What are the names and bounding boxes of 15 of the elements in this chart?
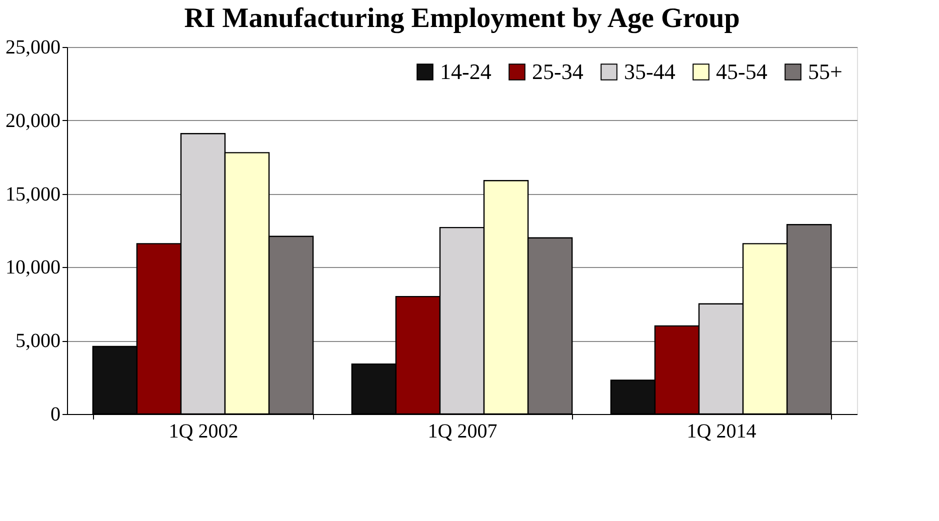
y-tick-label: 0 xyxy=(50,404,60,426)
x-tick-label: 1Q 2007 xyxy=(428,420,498,442)
x-tick-label: 1Q 2002 xyxy=(168,420,238,442)
y-tick-label: 25,000 xyxy=(6,36,60,58)
legend-label: 14-24 xyxy=(440,59,492,84)
chart-title: RI Manufacturing Employment by Age Group xyxy=(184,3,740,34)
legend-label: 25-34 xyxy=(532,59,584,84)
x-tick-label: 1Q 2014 xyxy=(686,420,756,442)
y-tick-label: 5,000 xyxy=(16,330,60,352)
legend-label: 55+ xyxy=(808,59,842,84)
legend-label: 45-54 xyxy=(716,59,768,84)
y-tick-label: 20,000 xyxy=(6,110,60,132)
y-tick-label: 15,000 xyxy=(6,183,60,206)
legend-label: 35-44 xyxy=(624,59,676,84)
y-tick-label: 10,000 xyxy=(6,256,60,279)
